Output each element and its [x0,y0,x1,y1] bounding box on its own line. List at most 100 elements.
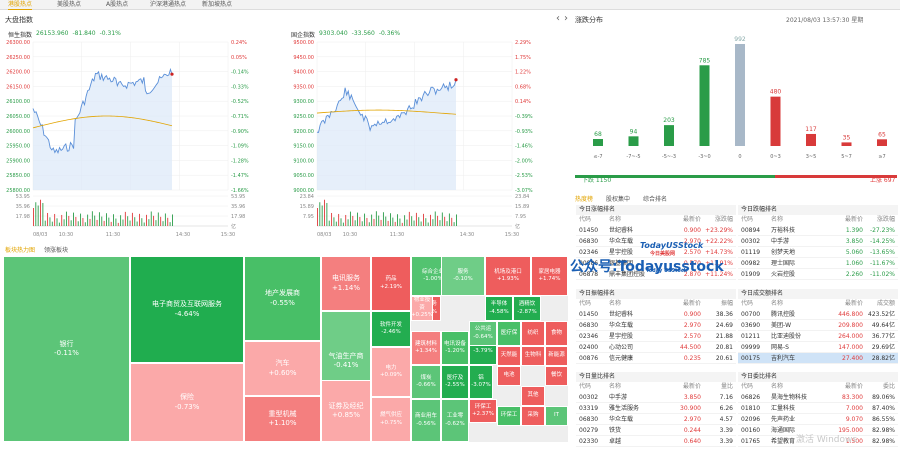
table-row[interactable]: 00160 海通国际 195.000 82.98% [738,425,898,436]
y-left-label: 9200.00 [293,129,314,135]
sector-tile[interactable]: 电池 [497,366,521,386]
sector-tile[interactable]: 商业用车 -0.56% [411,399,441,442]
sector-tile[interactable]: 半导体 -4.58% [485,296,513,321]
tab-us-hot[interactable]: 美股热点 [57,1,82,8]
sector-tile[interactable]: 地产发展商 -0.55% [244,256,321,341]
sector-tile[interactable]: 电讯服务 +1.14% [321,256,371,311]
sector-tile[interactable]: 银行 -0.11% [3,256,130,442]
table-row[interactable]: 06878 鼎丰集团控股 2.870 +11.24% [576,269,736,280]
sector-tile[interactable]: 其他 [521,386,545,406]
sector-tile[interactable]: 汽车 +0.60% [244,341,321,396]
table-row[interactable]: 06830 华众车载 2.970 24.69 [576,320,736,331]
sector-tile[interactable]: 天然能 [497,346,521,366]
hsce-header[interactable]: 国企指数 9303.040 -33.560 -0.36% [291,30,400,39]
table-row[interactable]: 00700 腾讯控股 446.800 423.52亿 [738,309,898,320]
stock-price: 147.000 [838,344,863,351]
sector-tile[interactable]: 餐饮 [545,366,568,386]
hsi-header[interactable]: 恒生指数 26153.960 -81.840 -0.31% [8,30,121,39]
dist-bar-label: 0~3 [770,154,781,160]
volume-bar [98,212,100,226]
volume-bar [87,214,89,226]
sector-tile[interactable]: 工业零 -0.62% [441,399,469,442]
next-arrow-icon[interactable]: › [564,13,568,24]
table-row[interactable]: 01765 希望教育 1.500 82.98% [738,436,898,447]
table-row[interactable]: 00302 中手游 3.850 -14.25% [738,236,898,247]
table-row[interactable]: 00302 中手游 3.850 7.16 [576,392,736,403]
table-row[interactable]: 06830 华众车载 2.970 4.57 [576,414,736,425]
stock-name: 心动公司 [609,344,634,351]
sector-tile[interactable]: 证券及经纪 +0.85% [321,380,371,442]
sector-tile[interactable]: 保险 -0.73% [130,363,244,442]
sector-tile[interactable]: 采购 [521,406,545,426]
table-row[interactable]: 00894 万裕科技 1.390 -27.23% [738,225,898,236]
volume-bar [77,221,79,226]
sector-tile[interactable]: 医疗及 -2.55% [441,365,469,399]
table-row[interactable]: 06826 昊海生物科技 83.300 89.06% [738,392,898,403]
sector-tile[interactable]: 软件开发 -2.46% [371,311,411,347]
table-row[interactable]: 00876 信元健康 0.235 20.61 [576,353,736,364]
hsi-chart[interactable]: 26300.00 26250.00 26200.00 26150.00 26100.00… [0,38,284,240]
sector-tile[interactable]: 服务 -0.10% [441,256,485,296]
table-row[interactable]: 00886 银基集团 0.570 +11.91% [576,258,736,269]
table-row[interactable]: 00279 铁货 0.244 3.39 [576,425,736,436]
sector-tile[interactable]: 药品 +2.19% [371,256,411,311]
table-row[interactable]: 01810 汇量科技 7.000 87.40% [738,403,898,414]
sector-tile[interactable]: 燃气供应 +0.75% [371,397,411,442]
y-right-label: -1.09% [231,144,249,150]
table-row[interactable]: 02330 卓越 0.640 3.39 [576,436,736,447]
stock-name: 卓越 [609,438,622,445]
table-row[interactable]: 01119 创梦天地 5.060 -13.65% [738,247,898,258]
sector-pct: +2.19% [379,283,403,290]
sector-tile[interactable]: 食物 [545,321,568,346]
table-row[interactable]: 09999 网易-S 147.000 29.69亿 [738,342,898,353]
table-row[interactable]: 03319 雅生活服务 30.900 6.26 [576,403,736,414]
sector-tile[interactable]: 重型机械 +1.10% [244,396,321,442]
sector-tile[interactable]: 电子商贸及互联网服务 -4.64% [130,256,244,363]
table-row[interactable]: 00982 理士国际 1.060 -11.67% [738,258,898,269]
sector-tile[interactable]: 纺织 [521,321,545,346]
tab-leading-sectors[interactable]: 领涨板块 [44,247,69,254]
table-row[interactable]: 02346 星宇控股 2.570 21.88 [576,331,736,342]
hsce-chart[interactable]: 9500.00 9450.00 9400.00 9350.00 9300.00 9250.… [284,38,568,240]
table-row[interactable]: 01450 世纪睿科 0.900 +23.29% [576,225,736,236]
y-left-label: 26250.00 [6,55,30,61]
sector-tile[interactable]: 建筑材料 +1.34% [411,331,441,365]
table-row[interactable]: 02400 心动公司 44.500 20.81 [576,342,736,353]
table-row[interactable]: 02096 先声药业 9.070 86.55% [738,414,898,425]
sector-tile[interactable]: 医疗保 [497,321,521,346]
sector-tile[interactable]: 环保工 [497,406,521,426]
tab-connect-hot[interactable]: 沪深港通热点 [150,1,187,8]
table-row[interactable]: 01211 比亚迪股份 264.000 36.77亿 [738,331,898,342]
sector-tile[interactable]: 铝 -3.07% [469,365,493,399]
tab-sg-hot[interactable]: 新加坡热点 [202,1,233,8]
sector-tile[interactable]: 环保工 +2.37% [469,399,497,423]
sector-tile[interactable]: 物业投资 +0.25% [411,296,433,321]
table-row[interactable]: 01909 火岩控股 2.260 -11.02% [738,269,898,280]
table-row[interactable]: 03690 美团-W 209.800 49.64亿 [738,320,898,331]
sector-tile[interactable]: 电讯设备 -1.20% [441,331,469,365]
tab-composite[interactable]: 综合排名 [643,196,668,203]
table-row[interactable]: 06830 华众车载 2.970 +22.22% [576,236,736,247]
sector-tile[interactable]: 新能源 [545,346,568,366]
sector-tile[interactable]: 电力 +0.09% [371,347,411,397]
sector-tile[interactable]: 公共运 -0.64% [469,321,497,346]
table-row[interactable]: 02346 星宇控股 2.570 +14.73% [576,247,736,258]
sector-tile[interactable]: 机场及港口 +1.93% [485,256,531,296]
sector-tile[interactable]: 家居电器 +1.74% [531,256,568,296]
sector-pct: +1.93% [496,276,520,282]
prev-arrow-icon[interactable]: ‹ [556,13,560,24]
col-header: 最新价 [682,300,701,307]
tab-concentration[interactable]: 股权集中 [606,196,631,203]
table-row[interactable]: 00175 吉利汽车 27.400 28.82亿 [738,353,898,364]
sector-tile[interactable]: IT [545,406,568,426]
tab-a-hot[interactable]: A股热点 [106,1,129,8]
stock-price: 0.900 [683,311,701,318]
tab-hotness[interactable]: 热度榜 [575,196,594,203]
tab-sector-heatmap[interactable]: 板块热力图 [5,247,36,254]
sector-tile[interactable]: 生物科 [521,346,545,366]
table-row[interactable]: 01450 世纪睿科 0.900 38.36 [576,309,736,320]
sector-tile[interactable]: 酒精饮 -2.87% [513,296,541,321]
tab-hk-hot[interactable]: 港股热点 [8,1,33,10]
table-header: 代码 名称 最新价 涨跌幅 [576,215,736,225]
sector-tile[interactable]: 煤炭 -0.66% [411,365,441,399]
